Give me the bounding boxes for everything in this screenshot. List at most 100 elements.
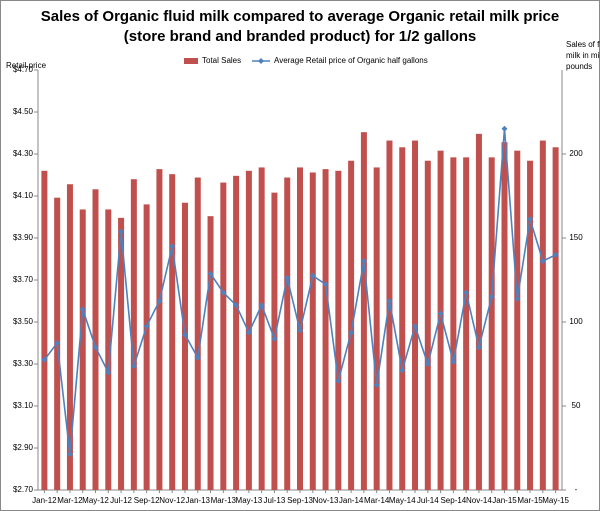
y2-tick-label: 150	[569, 233, 583, 242]
line-marker	[386, 298, 393, 304]
line-marker	[245, 329, 252, 336]
bar	[527, 160, 534, 490]
line-marker	[539, 258, 546, 265]
x-tick-label: Jul-14	[417, 496, 439, 505]
line-marker	[169, 243, 176, 250]
line-marker	[424, 361, 431, 367]
line-marker	[348, 329, 355, 336]
line-marker	[105, 369, 112, 376]
bar	[41, 170, 48, 491]
bar	[437, 150, 444, 490]
bar	[156, 169, 163, 490]
x-tick-label: Nov-12	[159, 496, 185, 505]
x-tick-label: May-12	[82, 496, 109, 505]
line-marker	[514, 295, 521, 302]
line-marker	[463, 289, 470, 296]
line-marker	[79, 306, 86, 313]
bar	[552, 147, 559, 490]
y-tick-label: $3.70	[13, 275, 34, 284]
line-marker	[309, 272, 316, 279]
bar	[181, 202, 188, 490]
x-tick-label: Mar-15	[517, 496, 543, 505]
chart-title: (store brand and branded product) for 1/…	[124, 28, 477, 45]
y-tick-label: $3.30	[13, 359, 34, 368]
y-tick-label: $4.10	[13, 191, 34, 200]
x-tick-label: Jan-14	[339, 496, 364, 505]
bar	[450, 157, 457, 491]
bar	[539, 140, 546, 490]
line-marker	[488, 293, 495, 300]
line-marker	[335, 377, 342, 384]
line-marker	[297, 327, 303, 334]
line-marker	[527, 216, 534, 223]
bar	[463, 157, 470, 491]
y-tick-label: $4.50	[13, 107, 34, 116]
y2-axis-label: pounds	[566, 62, 592, 71]
line-marker	[233, 302, 240, 309]
line-marker	[130, 363, 137, 370]
bar	[66, 184, 73, 491]
y-tick-label: $2.70	[13, 485, 34, 494]
line-marker	[284, 274, 291, 281]
line-marker	[92, 344, 99, 351]
x-tick-label: Nov-14	[466, 496, 492, 505]
bar	[501, 142, 508, 491]
legend-label: Average Retail price of Organic half gal…	[274, 56, 428, 65]
x-tick-label: May-13	[236, 496, 263, 505]
bar	[348, 160, 355, 490]
y2-axis-label: milk in millions	[566, 51, 600, 60]
bar	[322, 169, 329, 490]
y-tick-label: $2.90	[13, 443, 34, 452]
y-tick-label: $3.90	[13, 233, 34, 242]
line-marker	[54, 340, 61, 346]
bar	[118, 217, 125, 490]
y-axis-label: Retail price	[6, 61, 47, 70]
line-marker	[373, 382, 380, 388]
bar	[130, 179, 137, 490]
legend-label: Total Sales	[202, 56, 241, 65]
y-tick-label: $3.10	[13, 401, 34, 410]
line-marker	[322, 281, 329, 288]
line-marker	[118, 228, 125, 235]
x-tick-label: Sep-12	[134, 496, 160, 505]
bar	[207, 216, 214, 490]
y-tick-label: $4.30	[13, 149, 34, 158]
bar	[169, 174, 176, 490]
y-tick-label: $3.50	[13, 317, 34, 326]
bar	[475, 133, 482, 490]
bar	[220, 182, 227, 490]
y-tick-label: $4.70	[13, 65, 34, 74]
line-marker	[412, 323, 419, 330]
bar	[309, 172, 316, 491]
y2-tick-label: 50	[572, 401, 581, 410]
line-marker	[399, 367, 406, 374]
line-marker	[220, 289, 227, 296]
bar	[105, 209, 112, 490]
line-marker	[360, 258, 367, 265]
bar	[258, 167, 265, 490]
x-tick-label: Jan-13	[186, 496, 211, 505]
bar	[373, 167, 380, 490]
x-tick-label: Sep-14	[440, 496, 466, 505]
y2-tick-label: 100	[569, 317, 583, 326]
bar	[233, 175, 240, 490]
chart-title: Sales of Organic fluid milk compared to …	[41, 8, 560, 25]
bar	[412, 140, 419, 490]
bar	[399, 147, 406, 490]
bar	[424, 160, 431, 490]
bar	[284, 177, 291, 490]
bar	[514, 150, 521, 490]
x-tick-label: Nov-13	[313, 496, 339, 505]
line-marker	[194, 354, 201, 361]
bar	[488, 157, 495, 491]
x-tick-label: Jul-12	[110, 496, 132, 505]
x-tick-label: Jan-15	[492, 496, 517, 505]
line-marker	[271, 335, 278, 342]
x-tick-label: Mar-14	[364, 496, 390, 505]
legend-swatch	[184, 58, 198, 64]
line-marker	[143, 323, 150, 330]
bar	[386, 140, 393, 490]
x-tick-label: Jul-13	[264, 496, 286, 505]
x-tick-label: Mar-12	[57, 496, 83, 505]
